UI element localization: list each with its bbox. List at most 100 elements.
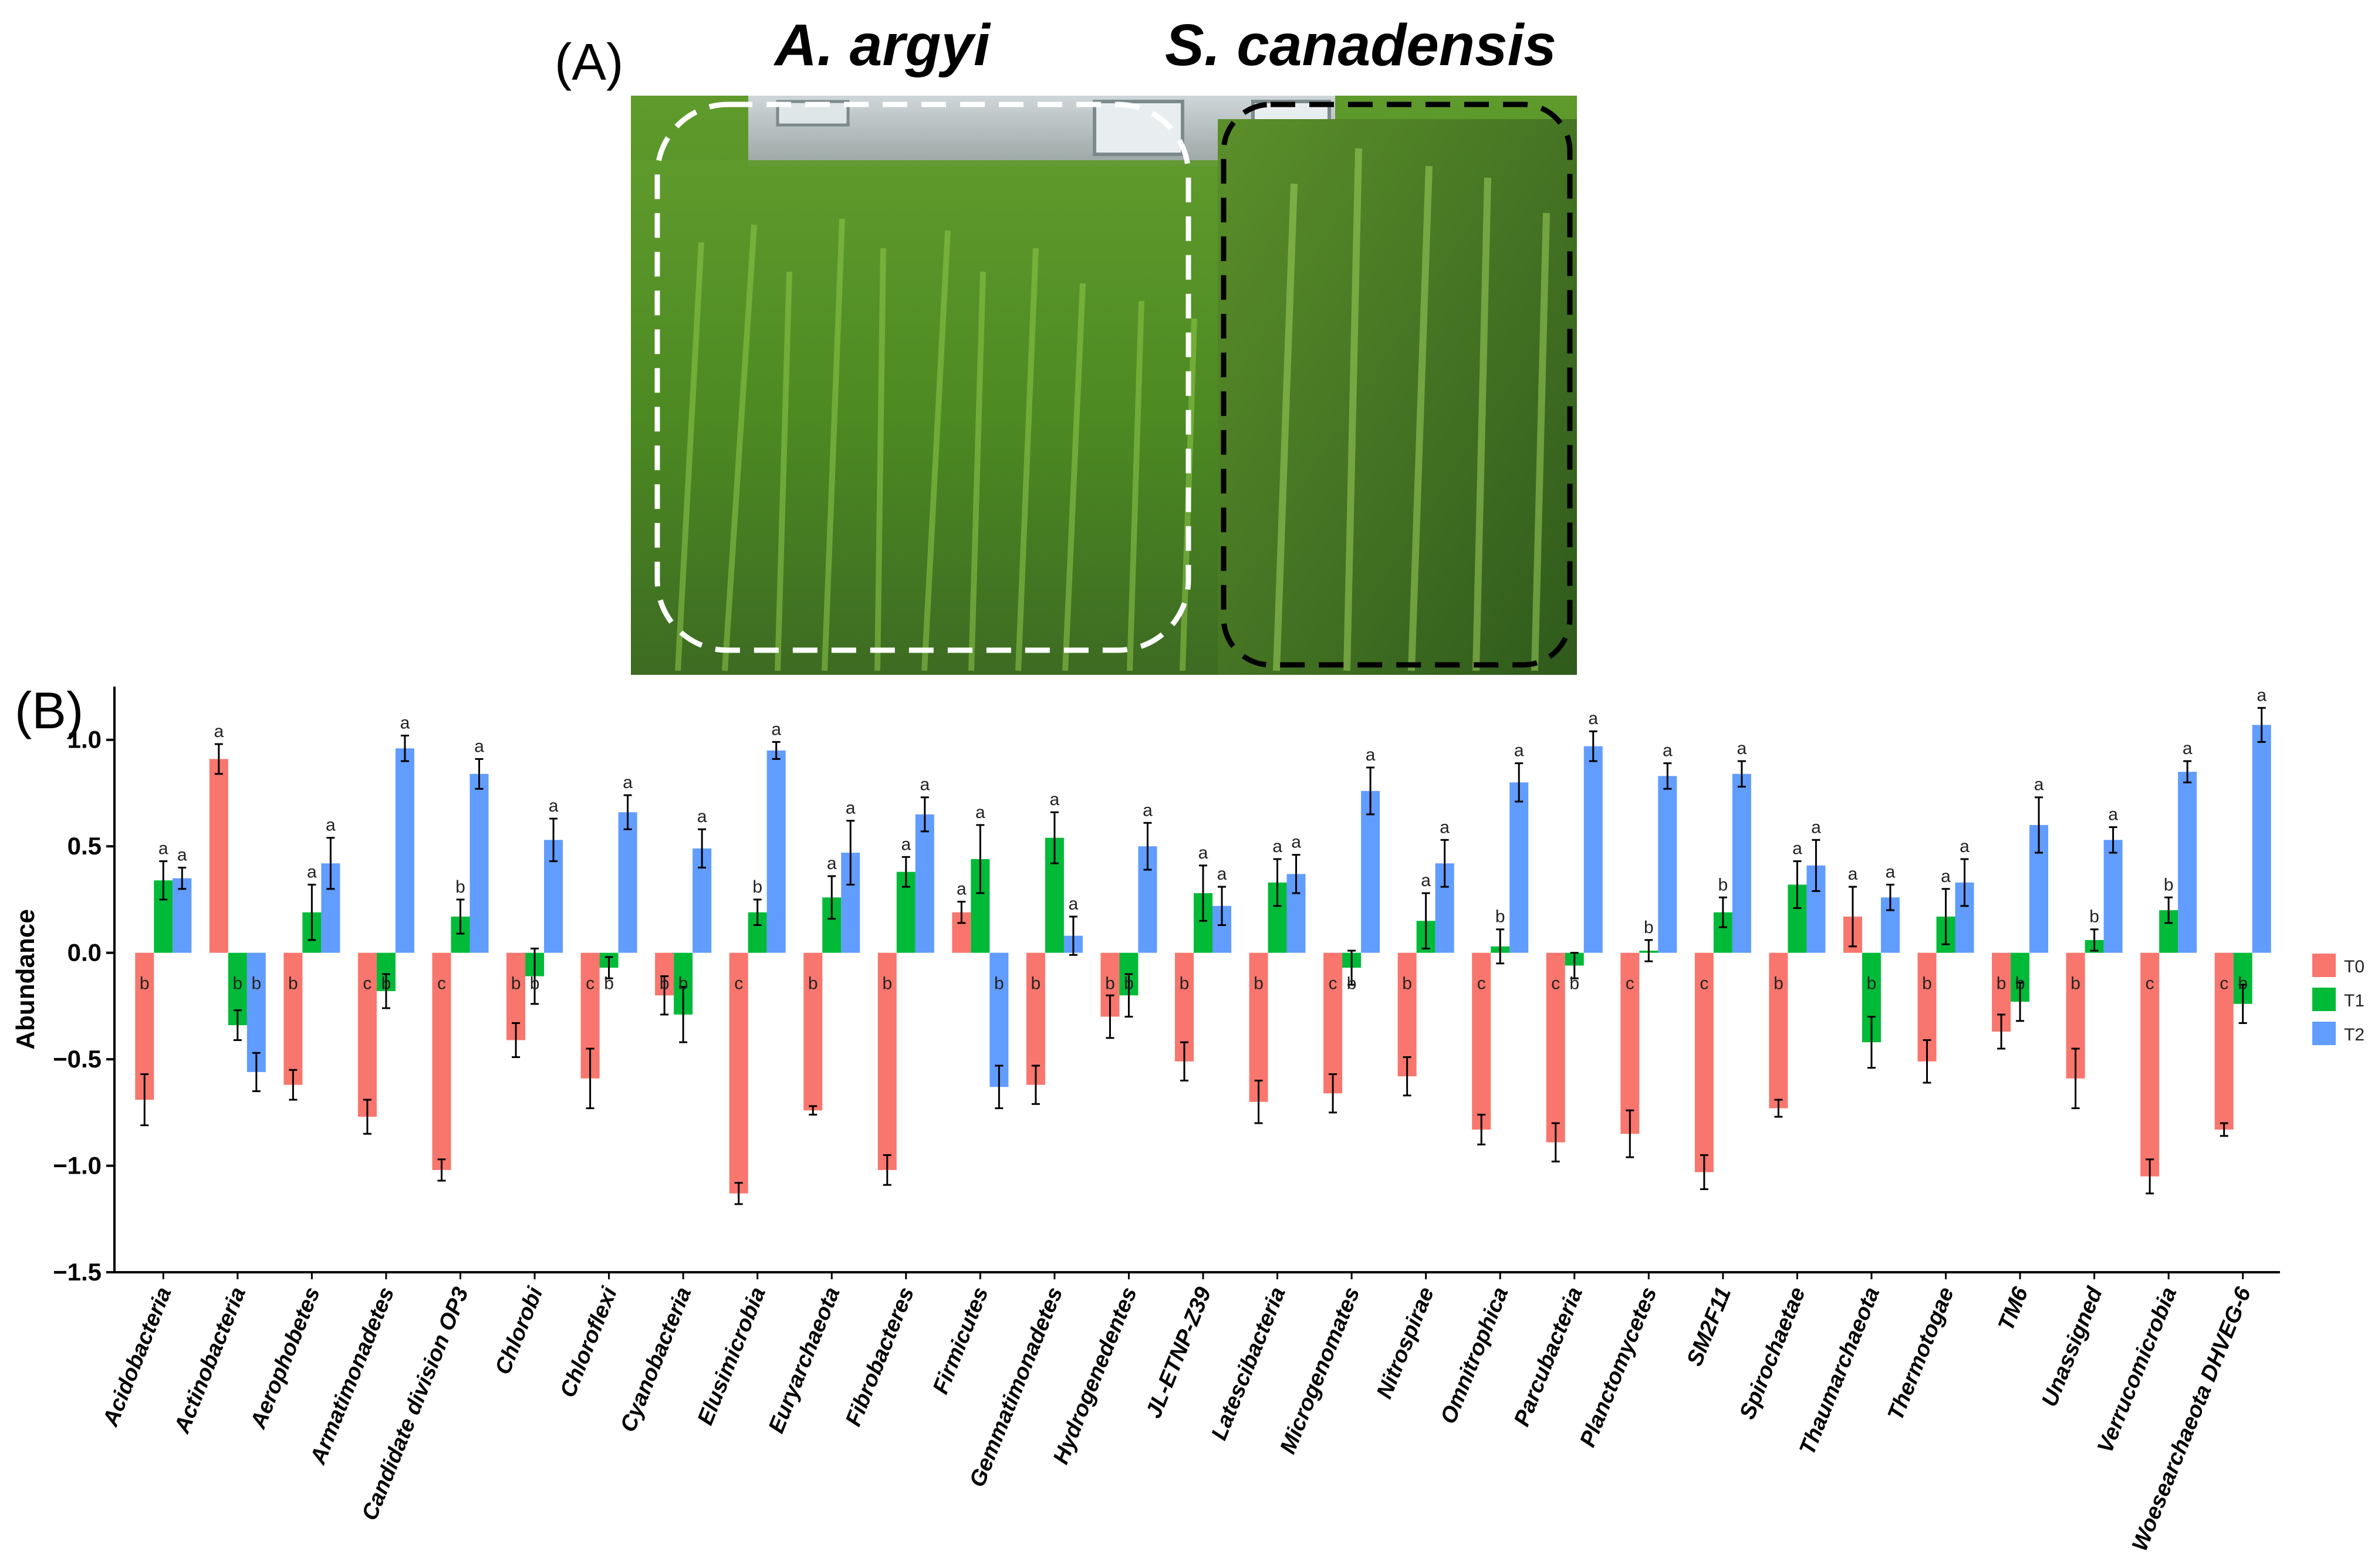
legend-swatch-t2 [2312, 1022, 2336, 1045]
x-tick-label: Aerophobetes [246, 1284, 325, 1433]
significance-letter: b [1347, 974, 1357, 993]
bar-t0 [1249, 952, 1268, 1102]
x-tick-label: Armatimonadetes [306, 1284, 400, 1468]
significance-letter: a [901, 834, 911, 854]
significance-letter: c [437, 974, 446, 993]
species-label-a-argyi: A. argyi [775, 12, 990, 78]
significance-letter: a [326, 816, 336, 835]
significance-letter: b [1124, 974, 1134, 993]
significance-letter: b [2238, 974, 2248, 993]
significance-letter: b [1922, 974, 1932, 993]
x-tick-label: Omnitrophica [1436, 1284, 1513, 1428]
significance-letter: b [808, 974, 818, 993]
significance-letter: b [2070, 974, 2080, 993]
significance-letter: a [957, 880, 967, 899]
significance-letter: a [214, 722, 224, 741]
significance-letter: a [1960, 837, 1970, 856]
bar-t2 [173, 878, 192, 953]
y-tick-label: −1.0 [53, 1152, 102, 1180]
significance-letter: a [2034, 775, 2044, 795]
bar-t0 [2140, 952, 2160, 1177]
legend-label-t1: T1 [2344, 991, 2365, 1011]
x-tick-label: Acidobacteria [98, 1284, 176, 1431]
significance-letter: b [140, 974, 150, 993]
significance-letter: b [530, 974, 540, 993]
bar-t0 [1397, 952, 1417, 1077]
bar-t0 [803, 952, 823, 1111]
x-tick-label: Microgenomates [1275, 1284, 1364, 1458]
significance-letter: c [1626, 974, 1634, 993]
significance-letter: b [455, 877, 465, 897]
significance-letter: a [1421, 871, 1431, 890]
bar-t2 [989, 952, 1009, 1087]
significance-letter: a [1366, 745, 1376, 765]
y-tick-label: 0.5 [67, 832, 102, 860]
significance-letter: b [1718, 875, 1728, 894]
significance-letter: b [1644, 918, 1654, 937]
bar-t0 [432, 952, 451, 1170]
significance-letter: a [623, 773, 633, 792]
significance-letter: a [846, 799, 856, 818]
significance-letter: b [2015, 974, 2025, 993]
x-tick-label: Spirochaetae [1735, 1284, 1810, 1423]
x-tick-label: Unassigned [2037, 1283, 2107, 1410]
x-tick-label: Chloroflexi [556, 1283, 623, 1401]
significance-letter: a [2108, 805, 2118, 824]
legend-label-t0: T0 [2344, 957, 2365, 976]
x-tick-label: Elusimicrobia [693, 1284, 771, 1429]
significance-letter: c [1551, 974, 1560, 993]
legend-label-t2: T2 [2344, 1025, 2365, 1045]
x-tick-label: Actinobacteria [170, 1284, 251, 1437]
significance-letter: b [752, 877, 762, 897]
bar-t0 [357, 952, 377, 1117]
bar-t0 [1323, 952, 1343, 1094]
significance-letter: a [474, 736, 484, 756]
significance-letter: a [1272, 837, 1282, 856]
significance-letter: b [2164, 875, 2174, 894]
y-axis-label: Abundance [11, 909, 40, 1050]
significance-letter: b [1867, 974, 1877, 993]
y-tick-label: 0.0 [67, 939, 102, 967]
bar-t2 [395, 748, 414, 953]
significance-letter: a [1811, 817, 1821, 837]
bar-t0 [209, 759, 228, 953]
significance-letter: c [2146, 974, 2154, 993]
bar-t0 [283, 952, 303, 1085]
significance-letter: a [1440, 817, 1450, 837]
y-tick-label: 1.0 [67, 726, 102, 753]
significance-letter: a [1737, 739, 1747, 758]
significance-letter: b [1254, 974, 1264, 993]
significance-letter: c [363, 974, 371, 993]
significance-letter: c [734, 974, 743, 993]
significance-letter: b [1569, 974, 1579, 993]
bar-t2 [766, 750, 786, 953]
panel-b-label: (B) [15, 681, 84, 739]
x-tick-label: Verrucomicrobia [2093, 1284, 2182, 1457]
significance-letter: a [1886, 863, 1896, 882]
significance-letter: a [1198, 843, 1208, 863]
bar-t0 [1546, 952, 1565, 1143]
bar-t2 [1583, 746, 1603, 953]
x-tick-label: TM6 [1994, 1283, 2034, 1334]
significance-letter: a [1848, 864, 1858, 884]
bar-t0 [1472, 952, 1491, 1130]
significance-letter: b [288, 974, 298, 993]
significance-letter: a [1514, 741, 1524, 761]
x-tick-label: SM2F11 [1683, 1284, 1737, 1370]
significance-letter: b [604, 974, 614, 993]
bar-t0 [729, 952, 748, 1194]
significance-letter: a [771, 719, 781, 739]
significance-letter: a [1792, 839, 1802, 859]
significance-letter: a [549, 796, 559, 816]
bar-t0 [1620, 952, 1640, 1134]
bar-t0 [1026, 952, 1045, 1085]
significance-letter: a [975, 803, 985, 822]
significance-letter: b [1495, 907, 1505, 927]
bar-t0 [877, 952, 897, 1170]
abundance-bar-chart: 1.0 0.5 0.0 −0.5 −1.0 −1.5 Abundance b a a Acidoba… [11, 685, 2365, 1555]
significance-letter: b [994, 974, 1004, 993]
y-tick-label: −1.5 [53, 1258, 102, 1286]
significance-letter: b [1105, 974, 1115, 993]
significance-letter: b [251, 974, 261, 993]
x-tick-label: Thaumarchaeota [1795, 1284, 1884, 1459]
